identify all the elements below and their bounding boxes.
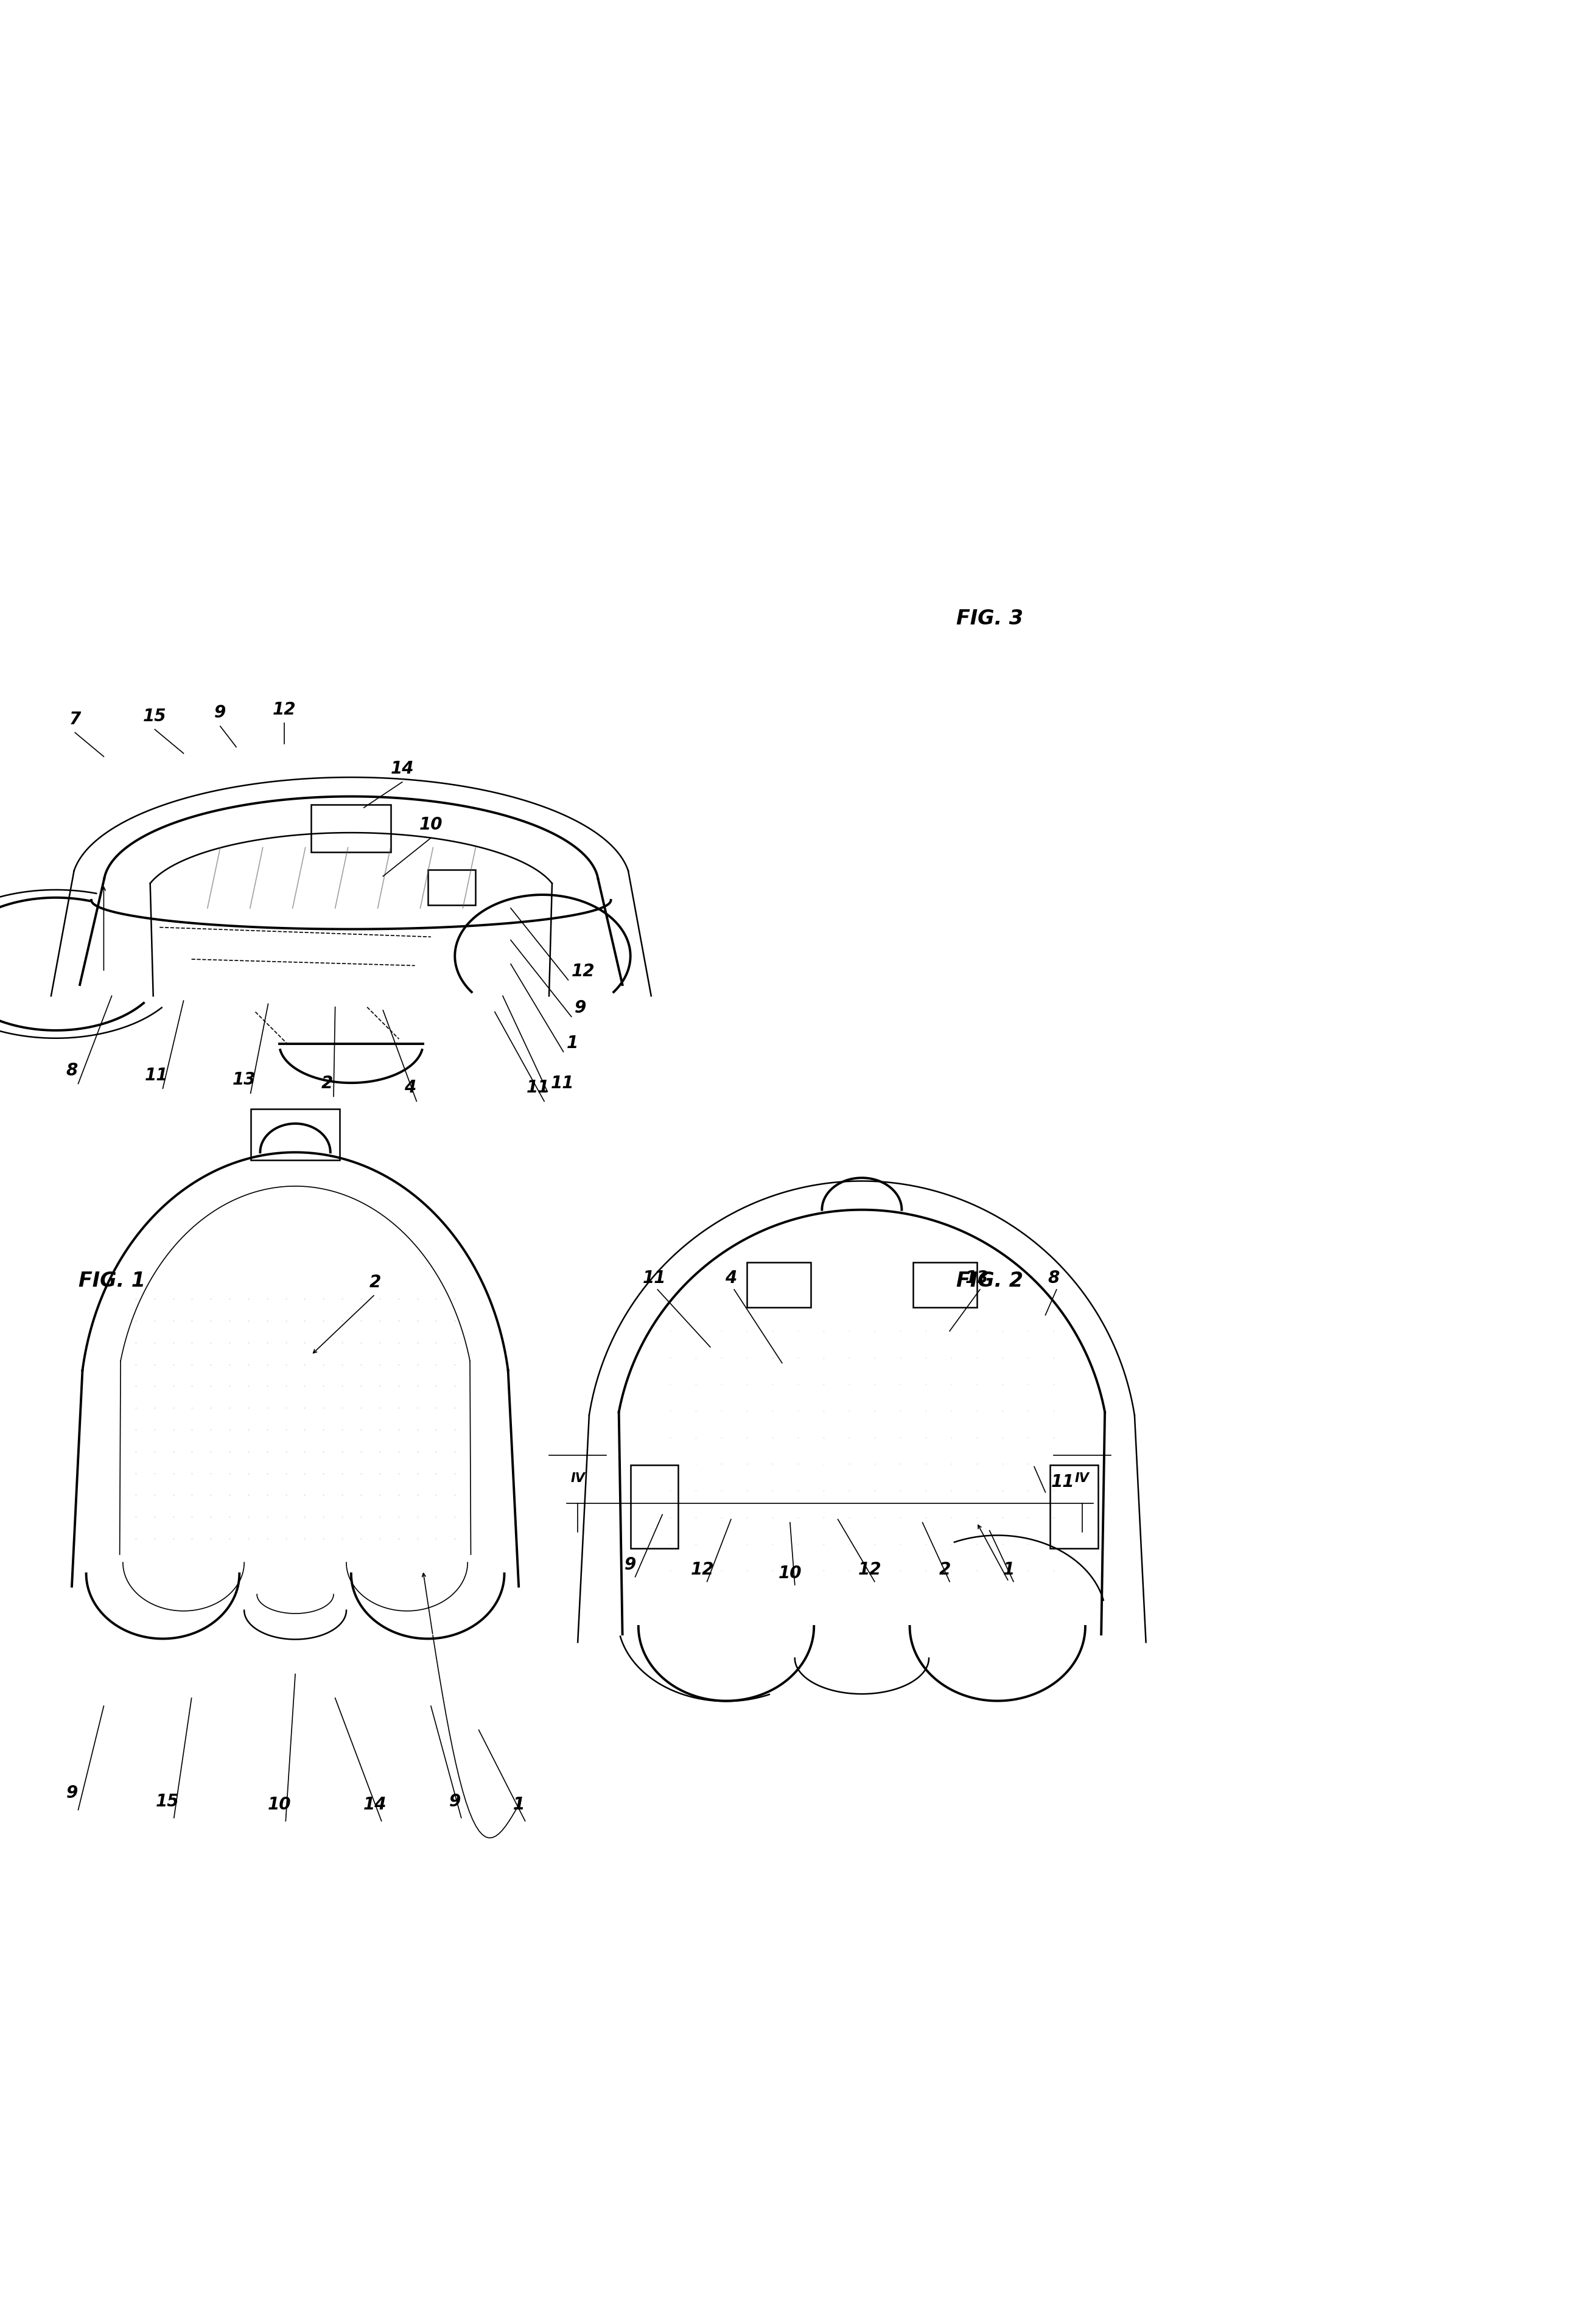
Text: 9: 9: [65, 1784, 78, 1803]
Text: 12: 12: [691, 1562, 713, 1578]
Text: 11: 11: [145, 1068, 168, 1084]
Text: 1: 1: [1002, 1562, 1015, 1578]
Text: 11: 11: [551, 1075, 575, 1091]
Text: 9: 9: [448, 1793, 461, 1810]
Text: IV: IV: [1074, 1472, 1090, 1484]
Text: 9: 9: [575, 1001, 586, 1017]
Text: 12: 12: [571, 964, 595, 980]
FancyBboxPatch shape: [913, 1262, 977, 1308]
Text: 15: 15: [156, 1793, 179, 1810]
Text: 13: 13: [233, 1072, 255, 1088]
Text: 10: 10: [420, 816, 442, 834]
Text: 7: 7: [69, 712, 81, 728]
FancyBboxPatch shape: [251, 1109, 340, 1160]
Text: 14: 14: [391, 760, 413, 776]
Text: IV: IV: [570, 1472, 586, 1484]
Text: 9: 9: [214, 705, 227, 721]
FancyBboxPatch shape: [747, 1262, 811, 1308]
FancyBboxPatch shape: [311, 804, 391, 853]
Text: FIG. 3: FIG. 3: [956, 608, 1023, 629]
Text: 10: 10: [268, 1796, 290, 1814]
Text: 15: 15: [144, 707, 166, 726]
Text: 4: 4: [404, 1079, 417, 1095]
Text: 12: 12: [859, 1562, 881, 1578]
Text: 11: 11: [527, 1079, 549, 1095]
FancyBboxPatch shape: [630, 1465, 678, 1548]
Text: 8: 8: [1047, 1269, 1060, 1287]
Text: 11: 11: [643, 1269, 666, 1287]
Text: 9: 9: [624, 1558, 637, 1574]
Text: FIG. 2: FIG. 2: [956, 1271, 1023, 1292]
Text: 10: 10: [779, 1565, 801, 1581]
Text: 2: 2: [938, 1562, 951, 1578]
FancyBboxPatch shape: [1050, 1465, 1098, 1548]
Text: 1: 1: [567, 1035, 578, 1052]
FancyBboxPatch shape: [428, 869, 476, 906]
Text: 12: 12: [273, 700, 295, 719]
Text: 2: 2: [369, 1273, 381, 1292]
Text: FIG. 1: FIG. 1: [78, 1271, 145, 1292]
Text: 1: 1: [512, 1796, 525, 1814]
Text: 1: 1: [512, 1796, 525, 1814]
Text: 4: 4: [725, 1269, 737, 1287]
Text: 11: 11: [1052, 1474, 1074, 1491]
Text: 14: 14: [364, 1796, 386, 1814]
Text: 2: 2: [321, 1075, 334, 1091]
Text: 8: 8: [65, 1061, 78, 1079]
Text: 13: 13: [966, 1269, 988, 1287]
